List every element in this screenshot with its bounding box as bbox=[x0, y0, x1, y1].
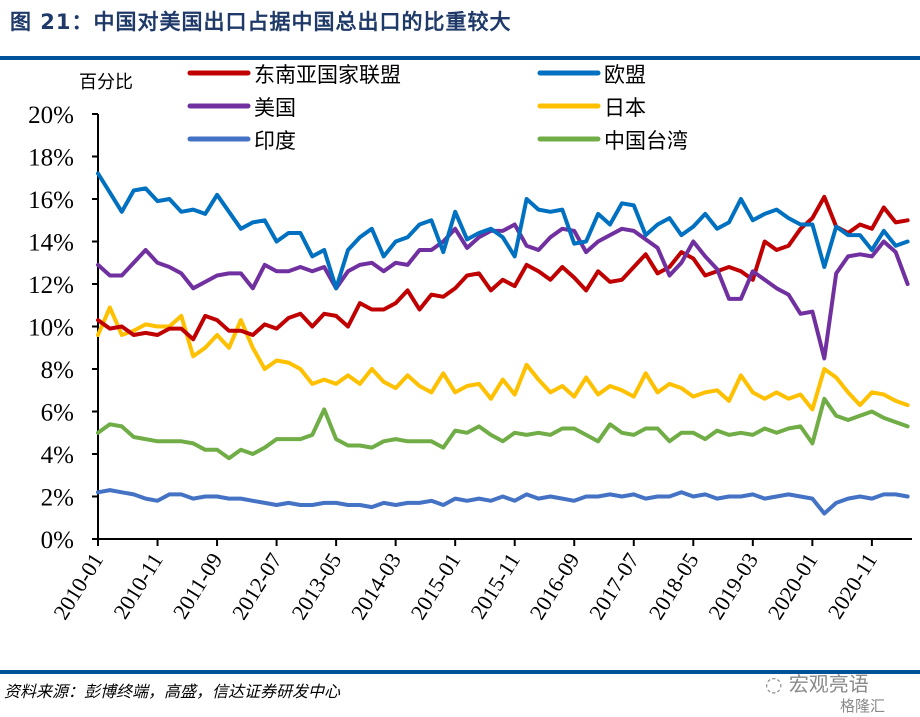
watermark-logo: ◌ 宏观亮语 bbox=[765, 672, 869, 696]
y-axis-label: 百分比 bbox=[79, 72, 133, 93]
bottom-divider bbox=[0, 670, 920, 674]
axes: 0% 2% 4% 6% 8% 10% 12% 14% 16% 18% 20% 2010-01 2010-… bbox=[28, 102, 912, 624]
watermark-logo-2: 格隆汇 bbox=[840, 697, 886, 715]
series-line-1 bbox=[96, 194, 910, 342]
watermark-text: 宏观亮语 bbox=[788, 672, 869, 696]
x-tick-label: 2010-01 bbox=[48, 548, 108, 623]
x-tick-label: 2019-03 bbox=[703, 548, 763, 623]
x-tick-label: 2015-01 bbox=[405, 548, 465, 623]
x-tick-label: 2013-05 bbox=[286, 548, 346, 623]
legend-label: 东南亚国家联盟 bbox=[254, 63, 401, 87]
legend-label: 美国 bbox=[254, 96, 296, 120]
series-line-3 bbox=[96, 222, 910, 361]
x-tick-label: 2020-01 bbox=[763, 548, 823, 623]
figure-title: 图 21：中国对美国出口占据中国总出口的比重较大 bbox=[10, 10, 512, 34]
source-note: 资料来源：彭博终端，高盛，信达证券研发中心 bbox=[4, 682, 341, 701]
legend-item: 欧盟 bbox=[537, 63, 646, 87]
legend-item: 美国 bbox=[187, 96, 296, 120]
y-tick-label: 2% bbox=[41, 485, 74, 512]
x-tick-label: 2014-03 bbox=[346, 548, 406, 623]
series-line-5 bbox=[96, 488, 910, 516]
x-tick-label: 2015-11 bbox=[465, 548, 525, 623]
series-line-4 bbox=[96, 305, 910, 412]
y-tick-label: 18% bbox=[28, 145, 74, 172]
legend-item: 东南亚国家联盟 bbox=[187, 63, 401, 87]
y-tick-label: 16% bbox=[28, 187, 74, 214]
legend-label: 印度 bbox=[254, 129, 296, 153]
x-tick-label: 2020-11 bbox=[823, 548, 883, 623]
legend-item: 中国台湾 bbox=[537, 129, 688, 153]
x-tick-label: 2016-09 bbox=[524, 548, 584, 623]
series-lines bbox=[96, 171, 910, 516]
series-line-2 bbox=[96, 171, 910, 291]
legend-label: 日本 bbox=[604, 96, 646, 120]
x-tick-label: 2018-05 bbox=[643, 548, 703, 623]
x-tick-label: 2011-09 bbox=[168, 548, 228, 623]
y-tick-label: 6% bbox=[41, 400, 74, 427]
y-tick-label: 4% bbox=[41, 442, 74, 469]
x-tick-label: 2010-11 bbox=[108, 548, 168, 623]
legend-label: 欧盟 bbox=[604, 63, 646, 87]
y-tick-label: 0% bbox=[41, 527, 74, 554]
top-divider bbox=[0, 56, 920, 60]
y-tick-label: 12% bbox=[28, 272, 74, 299]
x-tick-label: 2017-07 bbox=[584, 548, 644, 623]
series-line-6 bbox=[96, 396, 910, 461]
legend-label: 中国台湾 bbox=[604, 129, 688, 153]
y-tick-label: 10% bbox=[28, 315, 74, 342]
x-tick-label: 2012-07 bbox=[227, 548, 287, 623]
y-tick-label: 8% bbox=[41, 357, 74, 384]
legend-item: 印度 bbox=[187, 129, 296, 153]
y-tick-label: 14% bbox=[28, 230, 74, 257]
y-tick-label: 20% bbox=[28, 102, 74, 129]
legend-item: 日本 bbox=[537, 96, 646, 120]
